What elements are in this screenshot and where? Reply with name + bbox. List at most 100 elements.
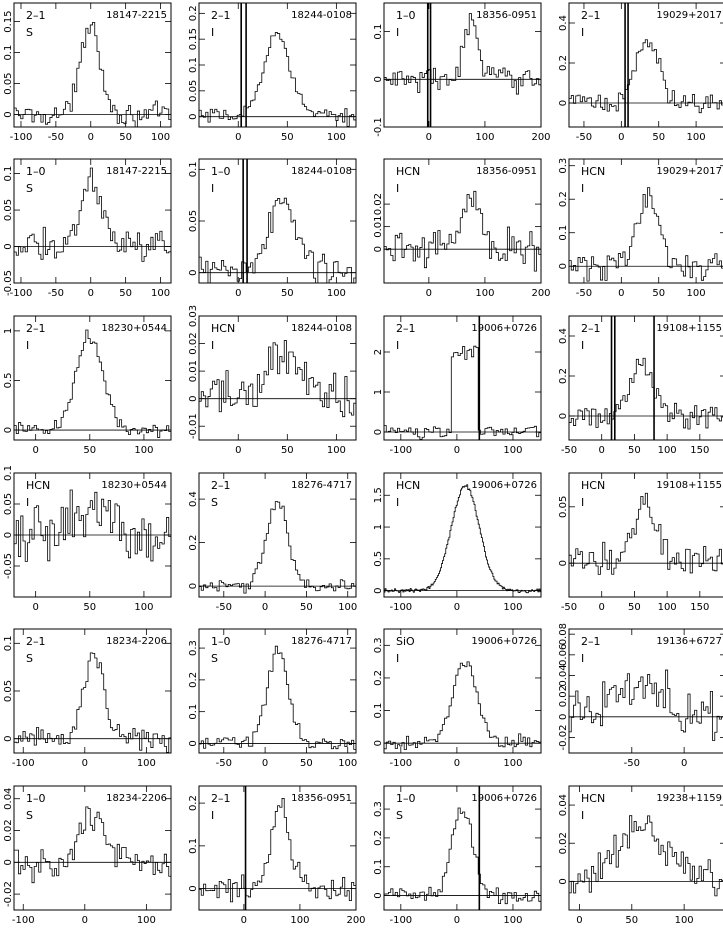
- x-tick-label: 50: [300, 602, 313, 613]
- transition-label: HCN: [581, 165, 605, 178]
- x-tick-label: -100: [10, 132, 33, 143]
- source-label: 19108+1155: [656, 480, 722, 491]
- y-tick-label: 0: [558, 878, 569, 884]
- transition-label: 2–1: [581, 9, 601, 22]
- x-tick-label: -100: [12, 758, 35, 769]
- y-tick-label: 0.1: [188, 161, 199, 177]
- transition-label: HCN: [211, 322, 235, 335]
- x-tick-label: 100: [503, 758, 522, 769]
- spectrum-panel: 0 50 100 -0.01 0 0.01 0.02 0.03 HCN I 18244-0108: [188, 305, 357, 456]
- x-tick-label: -100: [389, 915, 412, 926]
- y-tick-label: 0.1: [373, 703, 384, 719]
- panel-frame: [198, 472, 357, 598]
- y-tick-label: 0.1: [373, 859, 384, 875]
- x-tick-label: 0: [454, 915, 460, 926]
- y-tick-label: 0: [373, 587, 384, 593]
- x-tick-label: 0: [32, 445, 38, 456]
- spectrum-panel: 0 100 200 -0.1 0 0.1 1–0 I 18356-0951: [373, 2, 551, 143]
- x-tick-label: 50: [119, 132, 132, 143]
- x-tick-label: 0: [88, 288, 94, 299]
- y-tick-label: -0.01: [188, 413, 199, 439]
- mode-label: I: [581, 339, 584, 352]
- x-tick-label: 50: [281, 288, 294, 299]
- y-tick-label: 0: [373, 892, 384, 898]
- y-tick-label: 0.02: [558, 685, 569, 707]
- y-tick-label: 0.1: [188, 838, 199, 854]
- y-tick-label: 0.05: [3, 199, 14, 221]
- spectrum-panel: 0 100 200 0 0.1 0.2 2–1 I 18356-0951: [188, 785, 366, 926]
- y-tick-label: 0.3: [188, 640, 199, 656]
- x-tick-label: 0: [454, 602, 460, 613]
- x-tick-label: 100: [327, 132, 346, 143]
- mode-label: I: [211, 809, 214, 822]
- y-tick-label: 0.2: [558, 368, 569, 384]
- spectrum-panel: -100 -50 0 50 100 0 0.05 0.1 0.15 2–1 S 18147-2215: [3, 2, 172, 143]
- spectrum-trace: [384, 807, 541, 905]
- spectrum-panel: 0 50 100 0 0.05 0.1 0.15 0.2 2–1 I 18244-0108: [188, 2, 357, 143]
- y-tick-label: 0.2: [188, 535, 199, 551]
- y-tick-label: 0.05: [3, 72, 14, 94]
- spectrum-trace: [199, 340, 356, 418]
- mode-label: I: [396, 496, 399, 509]
- y-tick-label: 0: [3, 111, 14, 117]
- y-tick-label: 0.2: [188, 672, 199, 688]
- x-tick-label: 0: [235, 445, 241, 456]
- spectrum-trace: [569, 187, 723, 282]
- x-tick-label: 150: [690, 445, 709, 456]
- x-tick-label: 0: [262, 602, 268, 613]
- panel-frame: [568, 158, 723, 284]
- transition-label: 2–1: [581, 322, 601, 335]
- y-tick-label: -0.05: [3, 270, 14, 296]
- y-tick-label: 0.1: [3, 166, 14, 182]
- x-tick-label: 100: [290, 915, 309, 926]
- y-tick-label: 0.2: [558, 191, 569, 207]
- x-tick-label: 50: [652, 132, 665, 143]
- x-tick-label: -50: [561, 445, 577, 456]
- transition-label: 2–1: [211, 792, 231, 805]
- panel-frame: [568, 2, 723, 128]
- source-label: 18147-2215: [106, 10, 167, 21]
- spectrum-panel: -100 0 100 0 0.1 0.2 0.3 SiO I 19006+0726: [373, 628, 542, 769]
- spectrum-trace: [14, 22, 171, 127]
- x-tick-label: 100: [503, 445, 522, 456]
- y-tick-label: 0.2: [188, 795, 199, 811]
- spectrum-panel: -100 0 100 0 0.1 0.2 0.3 1–0 S 19006+0726: [373, 785, 542, 926]
- y-tick-label: 0.3: [373, 801, 384, 817]
- y-tick-label: 0: [373, 246, 384, 252]
- y-tick-label: 0.08: [558, 623, 569, 645]
- spectrum-trace: [384, 661, 541, 750]
- x-tick-label: 50: [83, 602, 96, 613]
- spectrum-panel: -50 0 50 100 150 0 0.05 HCN I 19108+1155: [558, 472, 723, 613]
- x-tick-label: -100: [389, 602, 412, 613]
- source-label: 18244-0108: [291, 166, 352, 177]
- mode-label: I: [211, 339, 214, 352]
- spectrum-panel: 0 50 100 -0.05 0 0.05 0.1 HCN I 18230+0544: [3, 465, 172, 613]
- x-tick-label: 50: [300, 758, 313, 769]
- transition-label: HCN: [396, 479, 420, 492]
- y-tick-label: 0: [373, 740, 384, 746]
- y-tick-label: 0.5: [373, 551, 384, 567]
- x-tick-label: 100: [134, 445, 153, 456]
- source-label: 18230+0544: [101, 323, 167, 334]
- spectrum-trace: [569, 357, 723, 430]
- y-tick-label: 0.04: [558, 794, 569, 816]
- panel-frame: [383, 315, 542, 441]
- spectrum-panel: -50 0 50 100 0 0.2 0.4 2–1 I 19029+2017: [558, 2, 723, 143]
- x-tick-label: 100: [503, 602, 522, 613]
- transition-label: 1–0: [396, 9, 416, 22]
- source-label: 18234-2206: [106, 636, 167, 647]
- y-tick-label: 0.3: [373, 637, 384, 653]
- mode-label: I: [396, 26, 399, 39]
- x-tick-label: 50: [652, 288, 665, 299]
- y-tick-label: 0.2: [373, 830, 384, 846]
- spectrum-trace: [384, 190, 541, 272]
- source-label: 18356-0951: [476, 10, 537, 21]
- x-tick-label: -50: [216, 602, 232, 613]
- mode-label: S: [26, 652, 33, 665]
- y-tick-label: 0.01: [188, 360, 199, 382]
- y-tick-label: 0.2: [188, 5, 199, 21]
- transition-label: 2–1: [26, 635, 46, 648]
- spectrum-panel: -50 0 50 100 150 0 0.2 0.4 2–1 I 19108+1155: [558, 315, 723, 456]
- y-tick-label: 0: [558, 714, 569, 720]
- source-label: 19006+0726: [471, 323, 537, 334]
